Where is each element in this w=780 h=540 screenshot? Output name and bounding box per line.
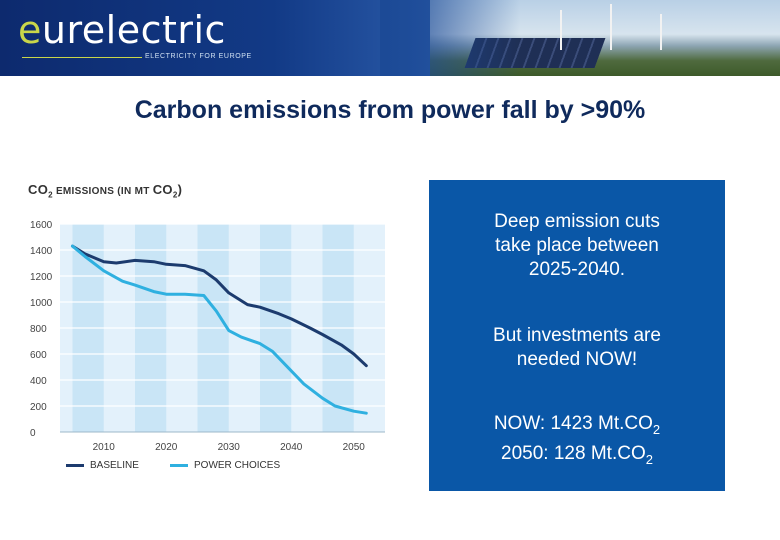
y-tick-label: 800 <box>30 324 47 335</box>
tagline: ELECTRICITY FOR EUROPE <box>145 53 252 60</box>
info-text-investments: But investments are needed NOW! <box>493 325 661 370</box>
info-box: Deep emission cuts take place between 20… <box>429 180 725 491</box>
x-tick-label: 2020 <box>155 442 178 453</box>
legend-power-choices: POWER CHOICES <box>170 460 280 471</box>
y-tick-label: 1000 <box>30 298 53 309</box>
slide-title: Carbon emissions from power fall by >90% <box>134 96 646 124</box>
y-tick-label: 1200 <box>30 272 53 283</box>
baseline-line <box>71 244 368 368</box>
y-tick-label: 1600 <box>30 220 53 231</box>
header-fade <box>380 0 520 76</box>
eurelectric-logo: eurelectric <box>18 8 226 52</box>
header-banner: eurelectric ELECTRICITY FOR EUROPE <box>0 0 780 76</box>
y-tick-label: 0 <box>30 428 36 439</box>
power-choices-line <box>71 244 368 415</box>
wind-turbine <box>610 4 612 50</box>
tagline-line <box>22 57 142 58</box>
x-tick-label: 2030 <box>218 442 241 453</box>
info-text-figures: NOW: 1423 Mt.CO2 2050: 128 Mt.CO2 <box>493 413 661 467</box>
info-text-emission-cuts: Deep emission cuts take place between 20… <box>494 211 660 280</box>
legend-swatch-power-choices <box>170 464 188 467</box>
chart-title: CO2 EMISSIONS (IN MT CO2) <box>28 182 183 200</box>
y-tick-label: 400 <box>30 376 47 387</box>
x-tick-label: 2010 <box>93 442 116 453</box>
y-tick-label: 200 <box>30 402 47 413</box>
wind-turbine <box>660 14 662 50</box>
y-tick-label: 600 <box>30 350 47 361</box>
legend-baseline: BASELINE <box>66 460 139 471</box>
wind-turbine <box>560 10 562 50</box>
legend-swatch-baseline <box>66 464 84 467</box>
y-tick-label: 1400 <box>30 246 53 257</box>
x-tick-label: 2040 <box>280 442 303 453</box>
x-tick-label: 2050 <box>343 442 366 453</box>
emissions-chart: 0 200 400 600 800 1000 1200 1400 1600 2010 2020 203… <box>30 220 385 453</box>
legend-label-baseline: BASELINE <box>90 460 139 471</box>
legend-label-power-choices: POWER CHOICES <box>194 460 281 471</box>
